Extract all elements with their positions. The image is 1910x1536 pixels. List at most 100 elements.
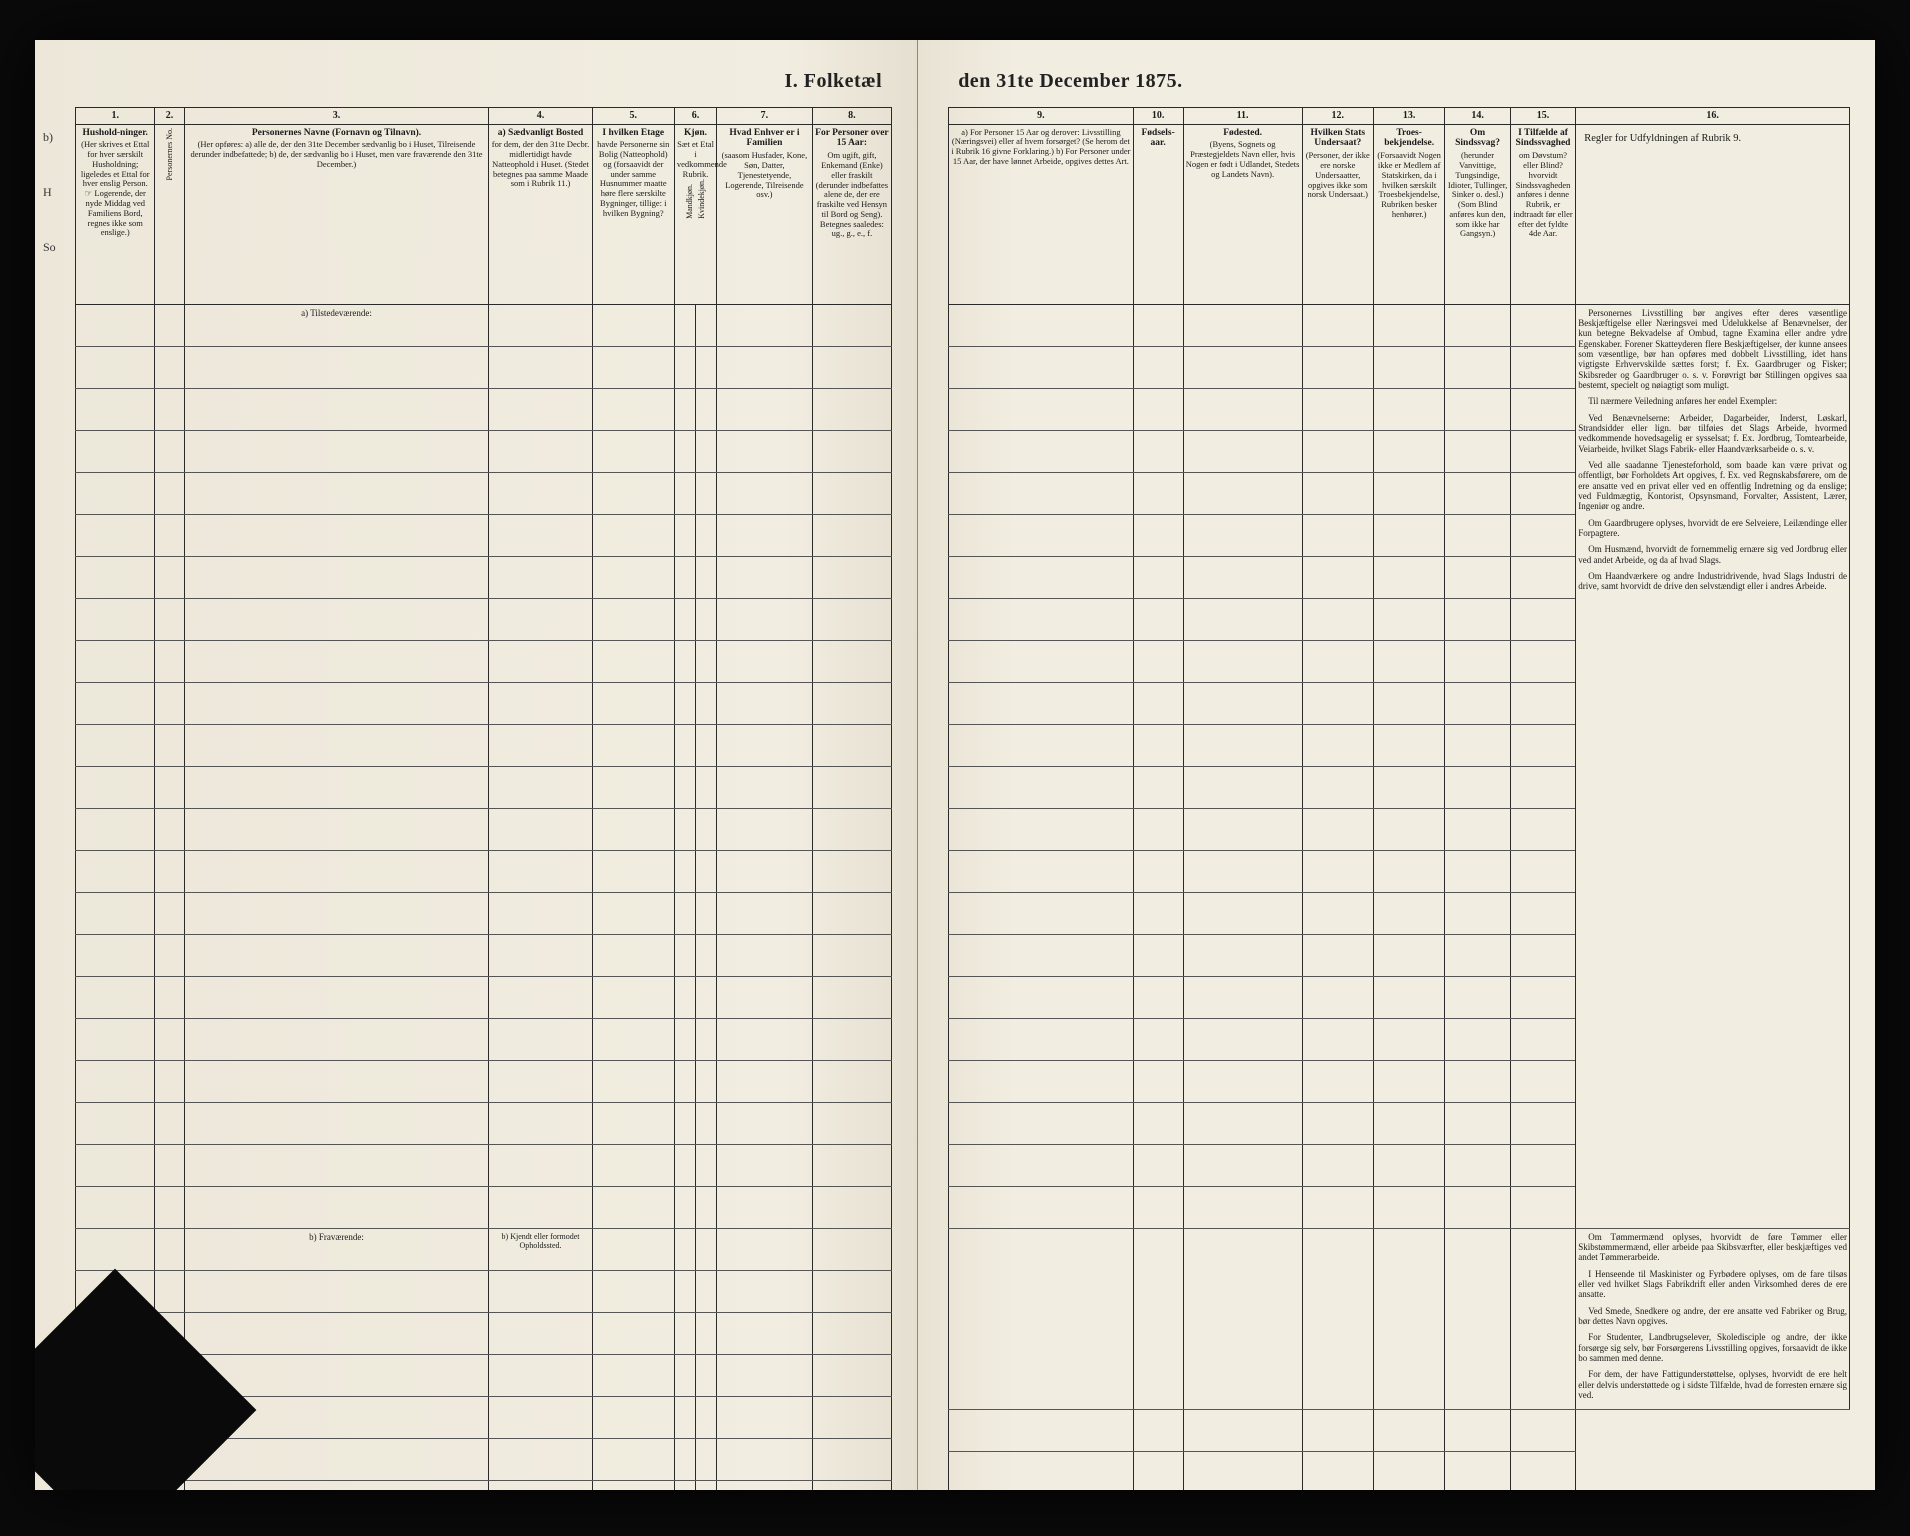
table-cell <box>1302 1452 1373 1490</box>
left-page: b) H So I. Folketæl 1. 2. 3. 4. 5. 6. <box>35 40 918 1490</box>
table-cell <box>184 472 489 514</box>
table-cell <box>1510 514 1575 556</box>
table-cell <box>674 1438 695 1480</box>
col-header: a) For Personer 15 Aar og derover: Livss… <box>949 124 1133 304</box>
table-cell <box>1183 724 1302 766</box>
table-row <box>76 1102 892 1144</box>
col-header: I Tilfælde af Sindssvaghedom Døvstum? el… <box>1510 124 1575 304</box>
table-cell <box>1373 850 1444 892</box>
table-cell <box>949 598 1133 640</box>
left-margin-notations: b) H So <box>43 130 56 295</box>
col-header: Hvad Enhver er i Familien(saasom Husfade… <box>717 124 812 304</box>
table-cell <box>674 976 695 1018</box>
table-cell <box>674 1480 695 1490</box>
table-cell <box>696 1270 717 1312</box>
table-cell <box>489 808 592 850</box>
table-cell <box>1510 1018 1575 1060</box>
table-cell <box>184 1144 489 1186</box>
table-cell <box>1183 1060 1302 1102</box>
table-cell <box>812 766 892 808</box>
table-cell <box>1373 766 1444 808</box>
table-cell <box>812 1144 892 1186</box>
col-num: 1. <box>76 108 155 125</box>
table-cell <box>717 1144 812 1186</box>
table-cell <box>674 808 695 850</box>
table-cell <box>1133 850 1183 892</box>
table-cell <box>155 640 184 682</box>
table-cell <box>1133 724 1183 766</box>
table-cell <box>949 556 1133 598</box>
table-cell <box>1302 682 1373 724</box>
table-cell <box>1183 304 1302 346</box>
table-cell <box>674 1102 695 1144</box>
table-cell <box>1133 892 1183 934</box>
table-cell <box>674 1186 695 1228</box>
table-cell <box>489 976 592 1018</box>
table-cell <box>717 976 812 1018</box>
col-header: For Personer over 15 Aar:Om ugift, gift,… <box>812 124 892 304</box>
table-cell <box>184 430 489 472</box>
table-cell <box>1445 1018 1510 1060</box>
table-cell <box>1510 766 1575 808</box>
table-cell <box>489 850 592 892</box>
table-cell <box>696 304 717 346</box>
table-cell <box>1373 1102 1444 1144</box>
table-cell <box>1510 388 1575 430</box>
table-cell <box>1445 808 1510 850</box>
table-cell <box>184 1102 489 1144</box>
table-cell <box>1510 1102 1575 1144</box>
table-cell <box>489 1270 592 1312</box>
table-cell <box>1510 1452 1575 1490</box>
table-cell <box>1373 346 1444 388</box>
table-cell <box>1302 1018 1373 1060</box>
table-cell <box>592 1144 674 1186</box>
table-cell <box>1510 892 1575 934</box>
table-cell <box>1133 934 1183 976</box>
table-cell <box>1445 850 1510 892</box>
table-cell <box>1373 1452 1444 1490</box>
table-cell <box>949 850 1133 892</box>
table-cell <box>155 724 184 766</box>
table-cell <box>1445 1144 1510 1186</box>
instructions-text: Personernes Livsstilling bør angives eft… <box>1576 304 1850 1228</box>
table-cell <box>184 1018 489 1060</box>
table-row <box>949 1410 1850 1452</box>
table-cell <box>1373 1060 1444 1102</box>
section-b-col4-label: b) Kjendt eller formodet Opholdssted. <box>489 1228 592 1270</box>
table-cell <box>717 514 812 556</box>
table-cell <box>812 514 892 556</box>
table-cell <box>717 388 812 430</box>
table-cell <box>949 1144 1133 1186</box>
table-cell <box>1302 472 1373 514</box>
table-cell <box>592 808 674 850</box>
table-cell <box>489 724 592 766</box>
table-cell <box>1183 1410 1302 1452</box>
table-cell <box>1445 976 1510 1018</box>
table-cell <box>489 766 592 808</box>
table-cell <box>76 976 155 1018</box>
table-cell <box>717 1396 812 1438</box>
table-cell <box>696 388 717 430</box>
table-cell <box>76 346 155 388</box>
table-cell <box>1373 682 1444 724</box>
table-cell <box>1510 430 1575 472</box>
table-cell <box>184 346 489 388</box>
table-cell <box>949 1102 1133 1144</box>
table-cell <box>184 766 489 808</box>
table-cell <box>696 850 717 892</box>
section-divider-row: b) Fraværende: b) Kjendt eller formodet … <box>76 1228 892 1270</box>
table-cell <box>155 766 184 808</box>
table-cell <box>155 892 184 934</box>
table-cell <box>1373 1144 1444 1186</box>
table-cell <box>592 472 674 514</box>
table-cell <box>1373 388 1444 430</box>
table-cell <box>76 1060 155 1102</box>
table-cell <box>1373 1018 1444 1060</box>
table-body-present: a) Tilstedeværende: <box>76 304 892 1228</box>
table-cell <box>1373 976 1444 1018</box>
col-header: Troes-bekjendelse.(Forsaavidt Nogen ikke… <box>1373 124 1444 304</box>
table-cell <box>1183 472 1302 514</box>
table-cell <box>1373 598 1444 640</box>
margin-note: H <box>43 185 56 200</box>
table-cell <box>592 850 674 892</box>
